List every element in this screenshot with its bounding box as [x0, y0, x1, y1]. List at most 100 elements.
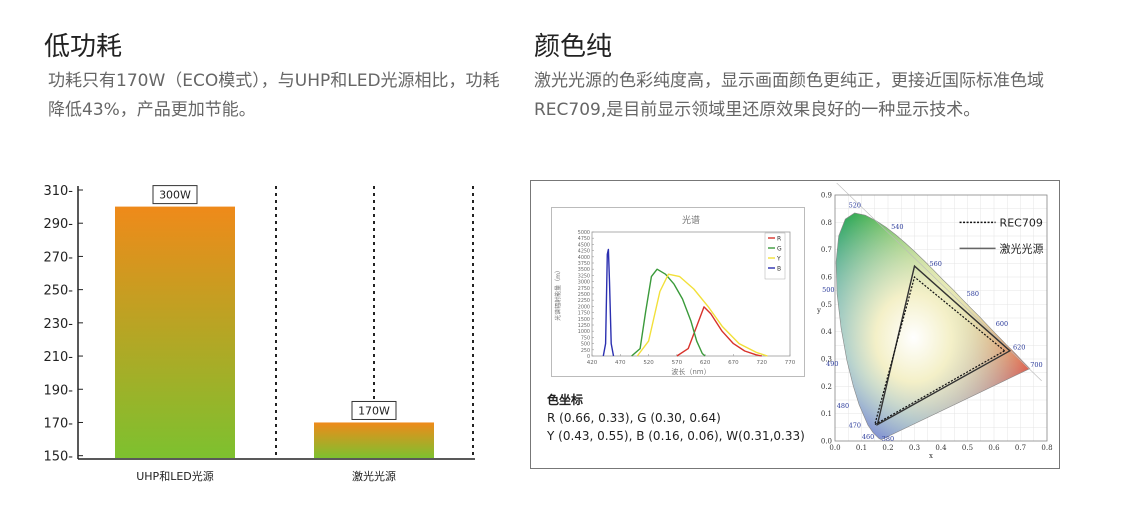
- bar-category-label: 激光光源: [352, 469, 396, 483]
- spectrum-y-tick-label: 3250: [578, 273, 590, 279]
- color-coordinates-title: 色坐标: [547, 393, 584, 407]
- bar-y-tick-label: 290-: [43, 217, 73, 232]
- cie-y-tick-label: 0.2: [821, 383, 832, 391]
- spectrum-x-tick-label: 520: [643, 360, 654, 366]
- color-purity-description: 激光光源的色彩纯度高，显示画面颜色更纯正，更接近国际标准色域REC709,是目前…: [534, 71, 1044, 120]
- spectrum-x-tick-label: 770: [785, 360, 796, 366]
- bar-value-label: 300W: [159, 189, 191, 202]
- spectrum-y-tick-label: 2500: [578, 292, 590, 298]
- cie-plot-area: [834, 194, 1048, 442]
- bar-category-label: UHP和LED光源: [136, 469, 214, 483]
- cie-y-tick-label: 0.6: [821, 274, 833, 282]
- cie-x-tick-label: 0.1: [856, 444, 867, 452]
- spectrum-legend-label: B: [777, 266, 781, 273]
- cie-x-tick-label: 0.6: [988, 444, 1000, 452]
- cie-wavelength-label: 470: [849, 421, 861, 429]
- spectrum-series-G: [631, 268, 706, 357]
- cie-x-tick-label: 0.5: [962, 444, 973, 452]
- spectrum-y-tick-label: 1000: [578, 329, 590, 335]
- bar-y-tick-label: 310-: [43, 184, 73, 199]
- bar-y-tick-label: 250-: [43, 284, 73, 299]
- spectrum-x-tick-label: 470: [615, 360, 626, 366]
- spectrum-y-label: 光谱辐射能量（m）: [554, 267, 562, 321]
- cie-legend-rec709-label: REC709: [1000, 216, 1043, 229]
- spectrum-x-tick-label: 670: [728, 360, 739, 366]
- cie-wavelength-label: 520: [849, 201, 861, 209]
- spectrum-x-tick-label: 420: [587, 360, 598, 366]
- spectrum-y-tick-label: 3000: [578, 280, 590, 286]
- cie-wavelength-label: 480: [837, 402, 849, 410]
- cie-wavelength-label: 540: [891, 223, 903, 231]
- spectrum-y-tick-label: 2750: [578, 286, 590, 292]
- cie-x-tick-label: 0.4: [935, 444, 947, 452]
- cie-y-tick-label: 0.8: [821, 219, 832, 227]
- cie-spectral-locus-white: [835, 212, 1031, 440]
- low-power-title: 低功耗: [44, 32, 123, 62]
- spectrum-y-tick-label: 1250: [578, 323, 590, 329]
- spectrum-y-tick-label: 750: [581, 335, 590, 341]
- spectrum-y-tick-label: 250: [581, 348, 590, 354]
- cie-y-tick-label: 0.3: [821, 356, 832, 364]
- spectrum-y-tick-label: 4000: [578, 255, 590, 261]
- cie-wavelength-label: 500: [822, 286, 834, 294]
- bar-2: [314, 422, 434, 458]
- spectrum-y-tick-label: 5000: [578, 230, 590, 236]
- cie-rec709-triangle: [873, 275, 1006, 426]
- cie-x-tick-label: 0.8: [1041, 444, 1052, 452]
- color-purity-title: 颜色纯: [534, 32, 613, 62]
- spectrum-y-tick-label: 0: [587, 354, 590, 360]
- cie-wavelength-label: 460: [862, 433, 874, 441]
- spectrum-title: 光谱: [682, 214, 700, 226]
- spectrum-x-tick-label: 570: [672, 360, 683, 366]
- cie-y-tick-label: 0.0: [821, 438, 832, 446]
- spectrum-y-tick-label: 1750: [578, 311, 590, 317]
- bar-value-box: [152, 185, 198, 205]
- spectrum-series-Y: [636, 273, 768, 357]
- color-coordinates: 色坐标 R (0.66, 0.33), G (0.30, 0.64) Y (0.…: [547, 391, 805, 445]
- cie-wavelength-label: 580: [967, 290, 979, 298]
- spectrum-x-label: 波长（nm）: [671, 367, 710, 376]
- spectrum-y-tick-label: 4250: [578, 249, 590, 255]
- cie-wavelength-label: 560: [929, 260, 941, 268]
- spectrum-y-tick-label: 3500: [578, 267, 590, 273]
- spectrum-legend-label: R: [777, 236, 781, 243]
- color-coordinates-line-1: R (0.66, 0.33), G (0.30, 0.64): [547, 411, 721, 425]
- spectrum-y-tick-label: 2000: [578, 304, 590, 310]
- cie-x-tick-label: 0.2: [882, 444, 893, 452]
- bar-y-tick-label: 230-: [43, 317, 73, 332]
- cie-x-label: x: [929, 452, 933, 460]
- spectrum-series-B: [602, 248, 615, 357]
- cie-y-label: y: [816, 307, 821, 315]
- cie-y-tick-label: 0.7: [821, 246, 832, 254]
- cie-y-tick-label: 0.1: [821, 410, 832, 418]
- spectrum-chart: 光谱 02505007501000125015001750200022502500…: [551, 207, 805, 377]
- cie-wavelength-label: 600: [996, 320, 1008, 328]
- low-power-description: 功耗只有170W（ECO模式），与UHP和LED光源相比，功耗降低43%，产品更…: [48, 71, 500, 120]
- cie-wavelength-label: 620: [1013, 343, 1025, 351]
- bar-value-label: 170W: [358, 404, 390, 417]
- cie-x-tick-label: 0.0: [829, 444, 840, 452]
- bar-y-tick-label: 190-: [43, 383, 73, 398]
- cie-y-tick-label: 0.4: [821, 328, 833, 336]
- spectrum-series-R: [676, 306, 762, 357]
- cie-wavelength-label: 380: [882, 435, 894, 443]
- bar-y-tick-label: 170-: [43, 416, 73, 431]
- bar-y-tick-label: 270-: [43, 250, 73, 265]
- bar-y-tick-label: 150-: [43, 450, 73, 465]
- spectrum-y-tick-label: 4750: [578, 236, 590, 242]
- spectrum-y-tick-label: 500: [581, 342, 590, 348]
- spectrum-plot-area: [591, 231, 791, 357]
- cie-wavelength-label: 700: [1030, 361, 1042, 369]
- color-coordinates-line-2: Y (0.43, 0.55), B (0.16, 0.06), W(0.31,0…: [547, 429, 805, 443]
- spectrum-y-tick-label: 1500: [578, 317, 590, 323]
- cie-x-tick-label: 0.7: [1015, 444, 1026, 452]
- power-bar-chart: 150- 170- 190- 210- 230- 250- 270- 290- 310- 300…: [43, 184, 475, 483]
- cie-x-tick-label: 0.3: [909, 444, 920, 452]
- spectrum-x-tick-label: 620: [700, 360, 711, 366]
- spectrum-y-tick-label: 3750: [578, 261, 590, 267]
- cie-y-tick-label: 0.9: [821, 192, 832, 200]
- spectrum-legend: [764, 232, 786, 280]
- bar-y-tick-label: 210-: [43, 350, 73, 365]
- spectrum-y-tick-label: 2250: [578, 298, 590, 304]
